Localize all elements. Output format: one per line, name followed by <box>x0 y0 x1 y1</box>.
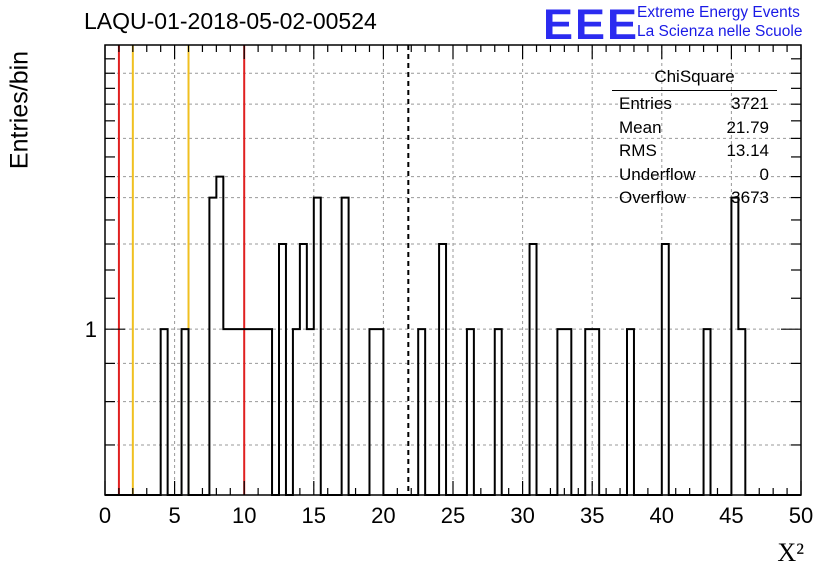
histogram-bin <box>314 198 321 495</box>
stats-value: 3721 <box>731 94 769 113</box>
x-tick-label: 50 <box>789 503 813 528</box>
stats-value: 3673 <box>731 188 769 207</box>
histogram-bin <box>293 329 300 495</box>
stats-value: 13.14 <box>726 141 769 160</box>
chart-title: LAQU-01-2018-05-02-00524 <box>84 8 377 34</box>
eee-logo: EEE <box>543 0 640 49</box>
histogram-bin <box>662 244 669 495</box>
histogram-bin <box>307 329 314 495</box>
histogram-bin <box>244 329 251 495</box>
x-tick-label: 30 <box>510 503 534 528</box>
logo-caption: Extreme Energy Events La Scienza nelle S… <box>637 3 802 41</box>
stats-value: 21.79 <box>726 117 769 137</box>
histogram-bin <box>738 329 745 495</box>
y-tick-label: 1 <box>85 317 97 342</box>
histogram-bin <box>418 329 425 495</box>
histogram-bin <box>530 244 537 495</box>
histogram-bin <box>300 244 307 495</box>
histogram-bin <box>564 329 571 495</box>
histogram-bin <box>182 329 189 495</box>
histogram-bin <box>557 329 564 495</box>
logo-line-1: Extreme Energy Events <box>637 4 800 21</box>
histogram-bin <box>731 198 738 495</box>
x-tick-label: 5 <box>168 503 180 528</box>
x-tick-label: 20 <box>371 503 395 528</box>
x-tick-label: 35 <box>580 503 604 528</box>
stats-row: Underflow 0 <box>612 163 777 187</box>
stats-box: ChiSquare Entries 3721 Mean 21.79 RMS 13.14 Un… <box>612 66 777 210</box>
x-axis-label: X² <box>777 538 804 567</box>
logo-line-2: La Scienza nelle Scuole <box>637 23 803 40</box>
histogram-bin <box>223 329 230 495</box>
stats-row: Mean 21.79 <box>612 116 777 140</box>
x-axis-ticks: 0 5 10 15 20 25 30 35 40 45 50 <box>99 45 813 528</box>
histogram-bin <box>251 329 258 495</box>
histogram-bin <box>467 329 474 495</box>
x-tick-label: 25 <box>441 503 465 528</box>
histogram-bin <box>495 329 502 495</box>
reference-lines <box>117 45 410 495</box>
histogram-bin <box>439 244 446 495</box>
histogram-bin <box>279 244 286 495</box>
stats-label: Entries <box>619 94 672 113</box>
stats-value: 0 <box>759 164 769 184</box>
histogram-bin <box>592 329 599 495</box>
histogram-bin <box>342 198 349 495</box>
histogram-bin <box>704 329 711 495</box>
histogram-bin <box>376 329 383 495</box>
histogram-bin <box>369 329 376 495</box>
stats-row: RMS 13.14 <box>612 139 777 163</box>
y-axis-ticks: 1 <box>85 58 801 496</box>
histogram-bin <box>627 329 634 495</box>
stats-label: Mean <box>619 117 662 137</box>
stats-title: ChiSquare <box>612 66 777 91</box>
stats-label: Overflow <box>619 188 687 207</box>
stats-label: RMS <box>619 141 657 160</box>
stats-label: Underflow <box>619 164 696 184</box>
x-tick-label: 40 <box>650 503 674 528</box>
x-tick-label: 45 <box>719 503 743 528</box>
stats-row: Overflow 3673 <box>612 186 777 210</box>
histogram-bin <box>230 329 237 495</box>
histogram-bin <box>216 177 223 495</box>
histogram-bin <box>258 329 265 495</box>
histogram-bin <box>161 329 168 495</box>
x-tick-label: 0 <box>99 503 111 528</box>
histogram-bin <box>585 329 592 495</box>
x-tick-label: 15 <box>302 503 326 528</box>
x-tick-label: 10 <box>232 503 256 528</box>
histogram-bin <box>237 329 244 495</box>
stats-row: Entries 3721 <box>612 92 777 116</box>
histogram-bin <box>265 329 272 495</box>
histogram-bin <box>209 198 216 495</box>
y-axis-label: Entries/bin <box>5 50 34 170</box>
